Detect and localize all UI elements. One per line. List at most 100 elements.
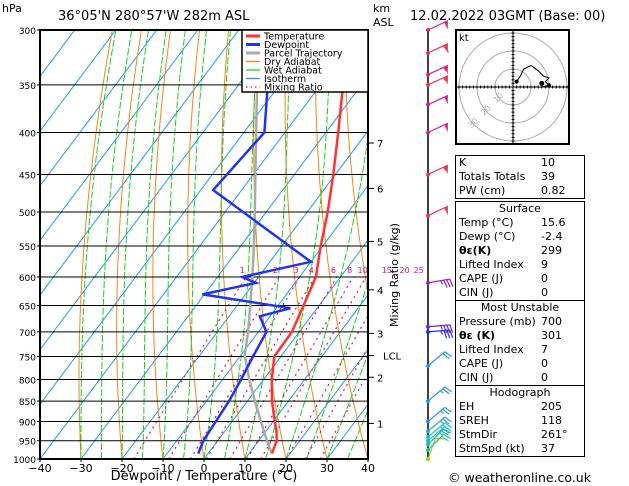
isotherm-line	[203, 239, 368, 459]
mu-value: 301	[541, 329, 562, 342]
wind-barb	[426, 205, 449, 218]
wind-barb	[426, 278, 454, 288]
wet-adiabat-line	[347, 408, 368, 459]
wind-barb	[426, 433, 451, 452]
index-value: 0.82	[541, 184, 566, 197]
surface-label: CAPE (J)	[459, 272, 504, 285]
x-axis-label: Dewpoint / Temperature (°C)	[111, 469, 298, 484]
pressure-tick-label: 550	[19, 243, 36, 253]
surface-section-title: Surface	[499, 202, 541, 215]
temperature-axis: −40 −30 −20 −10 0 10 20 30 40	[28, 459, 375, 475]
parcel-trajectory-line	[270, 30, 353, 455]
legend-label: Dry Adiabat	[264, 57, 321, 68]
km-tick-label: 7	[377, 139, 383, 150]
x-tick-label: −20	[110, 462, 133, 475]
legend-label: Isotherm	[264, 74, 306, 85]
mixing-ratio-label: 2	[273, 266, 278, 275]
mu-value: 0	[541, 357, 548, 370]
hodograph-unit: kt	[459, 33, 469, 44]
dry-adiabat-line	[152, 30, 171, 459]
hodo-label: StmSpd (kt)	[459, 442, 525, 455]
dry-adiabat-line	[374, 30, 450, 459]
wind-barb	[426, 351, 452, 368]
wind-barb	[426, 94, 449, 107]
wind-barb	[426, 64, 449, 77]
pressure-tick-label: 800	[19, 376, 36, 386]
index-row: K 10	[456, 156, 584, 170]
wind-barb	[426, 43, 450, 55]
wet-adiabat-line	[101, 30, 133, 459]
hodo-value: 261°	[541, 428, 568, 441]
surface-row: Temp (°C) 15.6	[456, 216, 584, 230]
wind-barb	[426, 20, 449, 32]
wet-adiabat-line	[162, 30, 186, 459]
wind-barb	[426, 406, 452, 424]
most-unstable-section-title: Most Unstable	[480, 301, 560, 314]
wet-adiabat-line	[183, 30, 207, 459]
isotherm-line	[40, 30, 199, 242]
x-tick-label: 30	[320, 462, 334, 475]
mixing-ratio-axis-label: Mixing Ratio (g/kg)	[388, 223, 401, 327]
pressure-axis: 300 350 400 450 500 550 600 650 700 750 800 850 900 9…	[13, 27, 40, 466]
surface-value: 0	[541, 286, 548, 299]
surface-value: 9	[541, 258, 548, 271]
indices-table-main: Surface Temp (°C) 15.6 Dewp (°C) -2.4 θε(K…	[455, 201, 585, 457]
isotherm-line	[80, 75, 368, 459]
hodograph-point	[514, 79, 519, 84]
mu-row: θε (K) 301	[456, 329, 584, 343]
hodo-row: EH 205	[456, 400, 584, 414]
mu-label: θε (K)	[459, 329, 496, 342]
index-value: 10	[541, 156, 555, 169]
plot-frame	[39, 29, 369, 460]
pressure-tick-label: 650	[19, 303, 36, 313]
surface-row: Lifted Index 9	[456, 258, 584, 272]
index-row: Totals Totals 39	[456, 170, 584, 184]
surface-row: CAPE (J) 0	[456, 272, 584, 286]
mixing-ratio-label: 8	[347, 266, 352, 275]
mu-label: CIN (J)	[459, 371, 494, 384]
mixing-ratio-label: 15	[382, 266, 392, 275]
isotherm-line	[40, 30, 281, 351]
x-tick-label: 40	[361, 462, 375, 475]
mixing-ratio-labels: 1 2 3 4 6 8 10 15 20 25	[240, 266, 424, 275]
km-tick-label: 5	[377, 237, 383, 248]
storm-motion-point	[539, 80, 545, 86]
hodo-label: EH	[459, 400, 475, 413]
legend-label: Parcel Trajectory	[264, 49, 343, 60]
surface-value: -2.4	[541, 230, 563, 243]
mixing-ratio-line	[205, 276, 316, 459]
hodo-label: StmDir	[459, 428, 498, 441]
hodo-label: SREH	[459, 414, 489, 427]
profile-lines	[197, 30, 353, 455]
isotherm-line	[121, 130, 368, 459]
isotherm-line	[162, 184, 368, 459]
isotherm-line	[40, 30, 158, 187]
surface-label: Temp (°C)	[459, 216, 514, 229]
mu-value: 7	[541, 343, 548, 356]
hodo-row: StmSpd (kt) 37	[456, 442, 584, 456]
wind-barb	[426, 386, 452, 404]
mu-label: Lifted Index	[459, 343, 524, 356]
isotherm-line	[285, 348, 368, 459]
wind-barbs	[426, 20, 454, 461]
mixing-ratio-label: 1	[240, 266, 245, 275]
wind-barb	[426, 324, 454, 334]
wet-adiabat-line	[326, 353, 368, 459]
legend-label: Wet Adiabat	[264, 66, 322, 77]
indices-table-top: K 10 Totals Totals 39 PW (cm) 0.82	[455, 155, 585, 199]
temperature-line	[243, 41, 274, 455]
pressure-tick-label: 450	[19, 171, 36, 181]
hodo-row: SREH 118	[456, 414, 584, 428]
hodograph-trace	[516, 64, 550, 88]
x-tick-label: 20	[279, 462, 293, 475]
km-tick-label: 3	[377, 329, 383, 340]
pressure-tick-label: 500	[19, 209, 36, 219]
copyright-link[interactable]: © weatheronline.co.uk	[448, 470, 591, 485]
asl-label: ASL	[373, 16, 394, 29]
location-title: 36°05'N 280°57'W 282m ASL	[58, 9, 250, 24]
pressure-tick-label: 900	[19, 418, 36, 428]
